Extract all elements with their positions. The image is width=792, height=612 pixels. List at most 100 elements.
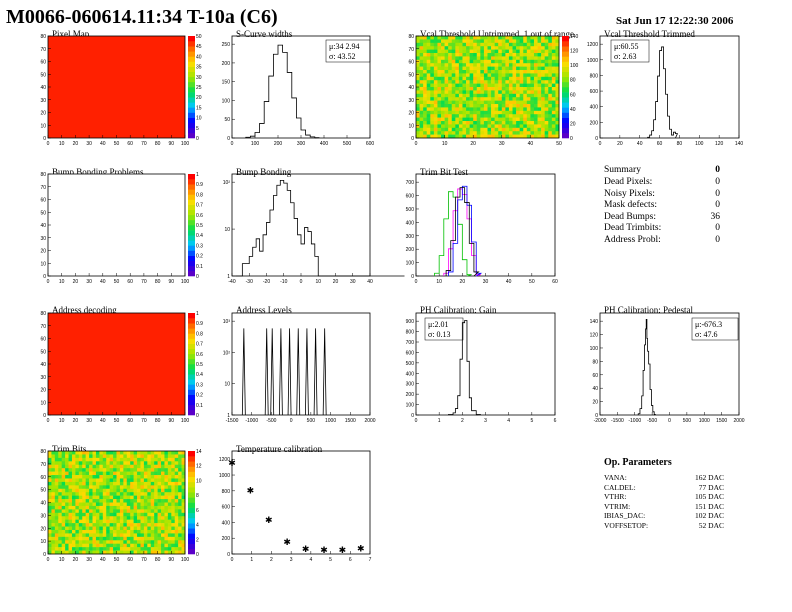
heatmap-cell [480,104,485,108]
heatmap-cell [181,461,186,466]
heatmap-cell [448,110,453,115]
heatmap-cell [126,533,131,538]
heatmap-cell [164,481,169,486]
heatmap-cell [455,42,460,47]
op-param-label: IBIAS_DAC: [604,511,646,520]
heatmap-cell [455,70,460,74]
heatmap-cell [426,56,431,61]
heatmap-cell [167,495,172,500]
heatmap-cell [140,536,145,541]
heatmap-cell [61,512,66,517]
heatmap-cell [494,131,499,135]
x-tick-label: 10 [59,557,65,563]
z-tick-label: 0 [196,274,199,280]
heatmap-cell [448,42,453,47]
heatmap-cell [508,63,513,67]
heatmap-cell [75,485,80,490]
color-scale-step [188,476,195,483]
heatmap-cell [48,529,52,534]
heatmap-cell [544,117,549,122]
heatmap-cell [157,547,162,551]
heatmap-cell [466,63,470,67]
heatmap-cell [54,523,59,527]
heatmap-cell [147,505,152,510]
heatmap-cell [123,461,128,466]
heatmap-cell [473,56,478,61]
y-tick-label: 30 [408,98,414,104]
heatmap-cell [430,87,435,91]
x-tick-label: 0 [415,418,418,424]
heatmap-cell [458,114,463,118]
heatmap-cell [174,495,179,500]
heatmap-cell [48,478,52,483]
y-tick-label: 40 [40,362,46,368]
heatmap-cell [466,90,470,95]
heatmap-cell [498,107,503,112]
heatmap-cell [462,117,467,122]
heatmap-cell [140,516,145,520]
y-tick-label: 40 [40,85,46,91]
color-scale-step [188,112,195,118]
heatmap-cell [533,117,538,122]
heatmap-cell [473,100,478,105]
heatmap-cell [426,76,431,81]
heatmap-cell [161,488,165,493]
heatmap-cell [71,529,76,534]
heatmap-cell [476,46,481,50]
heatmap-cell [150,547,155,551]
heatmap-cell [448,80,453,84]
heatmap-cell [469,124,474,129]
heatmap-cell [178,468,182,472]
scatter-point: ✱ [283,538,291,548]
heatmap-cell [137,495,141,500]
heatmap-cell [119,509,124,514]
heatmap-cell [171,502,176,507]
heatmap-cell [469,56,474,61]
heatmap-cell [89,451,93,455]
heatmap-cell [102,540,107,544]
heatmap-cell [444,100,449,105]
heatmap-cell [116,536,121,541]
heatmap-cell [181,523,186,527]
heatmap-cell [419,121,424,125]
heatmap-cell [48,512,52,517]
heatmap-cell [419,134,424,139]
heatmap-cell [416,80,420,84]
heatmap-cell [530,59,535,64]
heatmap-cell [161,475,165,479]
heatmap-cell [505,117,510,122]
heatmap-cell [448,107,453,112]
heatmap-cell [82,523,86,527]
heatmap-cell [68,461,73,466]
heatmap-cell [140,492,145,496]
z-tick-label: 0.4 [196,233,203,239]
heatmap-cell [119,454,124,459]
heatmap-cell [92,471,97,476]
heatmap-cell [519,117,524,122]
vcal-trimmed-stats: μ:60.55 σ: 2.63 [610,39,650,63]
heatmap-cell [466,80,470,84]
x-tick-label: -1000 [245,418,258,424]
heatmap-cell [505,42,510,47]
heatmap-cell [89,505,93,510]
heatmap-cell [526,76,531,81]
y-tick-label: 0 [411,413,414,419]
y-tick-label: 0 [43,136,46,142]
x-tick-label: 3 [484,418,487,424]
heatmap-cell [126,475,131,479]
y-tick-label: 80 [592,359,598,365]
heatmap-cell [426,93,431,98]
heatmap-cell [526,53,531,57]
heatmap-cell [167,457,172,462]
heatmap-cell [516,73,520,78]
heatmap-cell [164,464,169,469]
op-param-value: 151 DAC [695,501,724,511]
heatmap-cell [519,121,524,125]
heatmap-cell [423,134,428,139]
y-tick-label: 600 [406,194,415,200]
heatmap-cell [157,523,162,527]
heatmap-cell [147,471,152,476]
y-tick-label: 0 [43,552,46,558]
heatmap-cell [92,533,97,538]
heatmap-cell [174,529,179,534]
